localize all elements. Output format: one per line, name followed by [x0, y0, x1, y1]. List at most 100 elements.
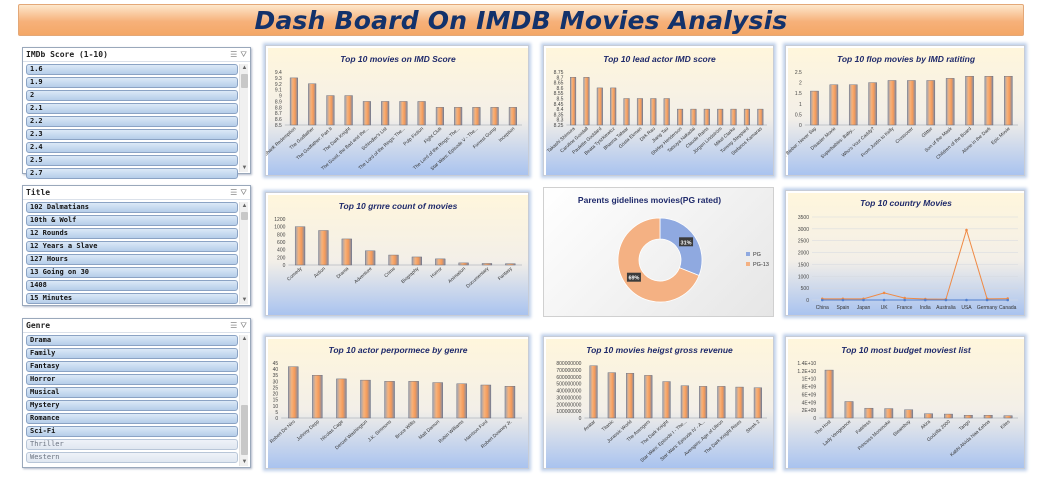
bar[interactable]	[677, 108, 684, 126]
bar[interactable]	[717, 108, 724, 126]
clear-filter-icon[interactable]: ⛛	[240, 187, 247, 197]
scroll-up-icon[interactable]: ▲	[241, 203, 248, 209]
bar[interactable]	[907, 80, 916, 126]
bar[interactable]	[810, 90, 819, 126]
slicer-scrollbar[interactable]: ▲ ▼	[239, 64, 248, 172]
data-point[interactable]	[903, 298, 906, 302]
data-point[interactable]	[862, 298, 865, 302]
bar[interactable]	[336, 378, 347, 419]
bar[interactable]	[610, 87, 617, 126]
bar[interactable]	[589, 365, 598, 419]
slicer-item[interactable]: Horror	[26, 374, 238, 385]
bar[interactable]	[288, 366, 299, 419]
bar[interactable]	[699, 386, 708, 419]
bar[interactable]	[884, 408, 894, 419]
bar[interactable]	[844, 401, 854, 419]
bar[interactable]	[680, 385, 689, 419]
chart-top-gross-revenue[interactable]: Top 10 movies heigst gross revenue 0 10000…	[543, 336, 774, 469]
bar[interactable]	[1003, 415, 1013, 419]
bar[interactable]	[417, 101, 426, 126]
bar[interactable]	[926, 80, 936, 126]
slicer-item[interactable]: 2.1	[26, 103, 238, 114]
bar[interactable]	[662, 381, 671, 419]
data-point[interactable]	[821, 298, 824, 302]
slicer-item[interactable]: Musical	[26, 387, 238, 398]
bar[interactable]	[435, 258, 446, 266]
bar[interactable]	[904, 409, 914, 419]
bar[interactable]	[490, 107, 499, 126]
scroll-thumb[interactable]	[241, 212, 248, 220]
bar[interactable]	[703, 108, 710, 126]
slicer-item[interactable]: 1.6	[26, 64, 238, 75]
bar[interactable]	[607, 372, 616, 419]
bar[interactable]	[408, 381, 419, 419]
bar[interactable]	[644, 375, 653, 419]
slicer-item[interactable]: Drama	[26, 335, 238, 346]
data-point[interactable]	[882, 298, 886, 302]
slicer-item[interactable]: 1.9	[26, 77, 238, 88]
bar[interactable]	[824, 369, 834, 419]
bar[interactable]	[384, 381, 395, 419]
bar[interactable]	[399, 101, 408, 126]
bar[interactable]	[480, 384, 492, 419]
data-point[interactable]	[944, 298, 948, 302]
scroll-down-icon[interactable]: ▼	[241, 165, 248, 171]
scroll-thumb[interactable]	[241, 74, 248, 88]
bar[interactable]	[983, 415, 993, 419]
bar[interactable]	[432, 382, 443, 419]
slicer-item[interactable]: Family	[26, 348, 238, 359]
bar[interactable]	[730, 108, 737, 126]
bar[interactable]	[308, 83, 317, 126]
slicer-item[interactable]: 2.4	[26, 142, 238, 153]
chart-genre-count[interactable]: Top 10 grnre count of movies 0 200 400 600 80…	[265, 192, 529, 316]
bar[interactable]	[341, 238, 352, 266]
bar[interactable]	[583, 77, 590, 126]
bar[interactable]	[757, 108, 764, 126]
chart-top-flop-movies[interactable]: Top 10 flop movies by IMD ratiting 0 0.5 1 1…	[785, 45, 1025, 176]
slicer-item[interactable]: Romance	[26, 413, 238, 424]
bar[interactable]	[454, 107, 463, 126]
bar[interactable]	[505, 263, 516, 266]
slicer-item[interactable]: 2.7	[26, 168, 238, 179]
scroll-up-icon[interactable]: ▲	[241, 65, 248, 71]
bar[interactable]	[848, 84, 858, 126]
bar[interactable]	[481, 263, 493, 266]
data-point[interactable]	[924, 298, 927, 302]
slicer-item[interactable]: 13 Going on 30	[26, 267, 238, 278]
bar[interactable]	[868, 82, 877, 126]
slicer-item[interactable]: 2.2	[26, 116, 238, 127]
slicer-item[interactable]: 2	[26, 90, 238, 101]
bar[interactable]	[753, 387, 762, 419]
series-line[interactable]	[822, 228, 1008, 300]
bar[interactable]	[735, 386, 744, 419]
data-point[interactable]	[841, 298, 845, 302]
bar[interactable]	[864, 407, 874, 419]
chart-top-lead-actor-score[interactable]: Top 10 lead actor IMD score 8.25 8.3 8.35 8.…	[543, 45, 774, 176]
bar[interactable]	[663, 98, 670, 126]
clear-filter-icon[interactable]: ⛛	[240, 320, 247, 330]
chart-top-budget-movies[interactable]: Top 10 most budget moviest list 0 2E+09 4E+…	[785, 336, 1025, 469]
data-point[interactable]	[965, 228, 968, 232]
slicer-item[interactable]: 2.3	[26, 129, 238, 140]
bar[interactable]	[965, 76, 974, 126]
bar[interactable]	[294, 226, 306, 266]
bar[interactable]	[650, 98, 657, 126]
clear-filter-icon[interactable]: ⛛	[240, 49, 247, 59]
chart-top-country-movies[interactable]: Top 10 country Movies 0 500 1000 1500 2000 250…	[785, 190, 1025, 316]
bar[interactable]	[623, 98, 630, 126]
bar[interactable]	[289, 77, 298, 126]
bar[interactable]	[318, 230, 329, 266]
bar[interactable]	[963, 415, 973, 419]
chart-actor-performance[interactable]: Top 10 actor perpormece by genre 0 5 10 15 20…	[265, 336, 529, 469]
bar[interactable]	[472, 107, 481, 126]
slicer-item[interactable]: 127 Hours	[26, 254, 238, 265]
bar[interactable]	[1004, 76, 1013, 126]
chart-top-movies-imdb-score[interactable]: Top 10 movies on IMD Score 8.5 8.6 8.7 8.8 8.…	[265, 45, 529, 176]
bar[interactable]	[944, 413, 953, 419]
bar[interactable]	[458, 262, 469, 266]
bar[interactable]	[636, 98, 643, 126]
data-point[interactable]	[903, 296, 906, 300]
bar[interactable]	[365, 250, 376, 266]
bar[interactable]	[362, 101, 371, 126]
title-slicer[interactable]: Title ☰ ⛛ 102 Dalmatians 10th & Wolf 12 Rou…	[22, 185, 251, 306]
